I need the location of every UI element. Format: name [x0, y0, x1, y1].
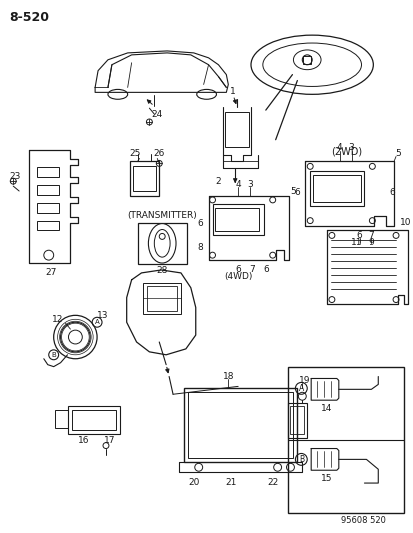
- Text: 11: 11: [350, 238, 361, 247]
- Text: 2: 2: [215, 176, 221, 185]
- Bar: [129, 161, 159, 196]
- Text: 24: 24: [151, 110, 162, 118]
- Text: 14: 14: [320, 403, 332, 413]
- Text: 8-520: 8-520: [9, 11, 49, 24]
- Text: A: A: [298, 384, 303, 393]
- Bar: [290, 406, 304, 434]
- Text: 5: 5: [290, 187, 296, 196]
- Bar: [55, 410, 68, 428]
- Bar: [37, 203, 59, 213]
- Text: 25: 25: [128, 149, 140, 158]
- Bar: [303, 56, 311, 64]
- Bar: [72, 410, 116, 430]
- Bar: [287, 403, 306, 438]
- Bar: [37, 167, 59, 177]
- Text: 22: 22: [266, 478, 278, 487]
- Text: 6: 6: [388, 189, 394, 198]
- Text: 17: 17: [104, 436, 115, 445]
- Text: A: A: [95, 319, 99, 325]
- Text: (4WD): (4WD): [223, 272, 252, 281]
- Text: B: B: [51, 352, 56, 358]
- Bar: [143, 283, 180, 314]
- Text: 26: 26: [153, 149, 164, 158]
- Text: 7: 7: [249, 265, 254, 274]
- Text: 4: 4: [235, 180, 240, 189]
- Text: 6: 6: [197, 219, 203, 228]
- Bar: [287, 367, 403, 513]
- Text: 16: 16: [77, 436, 89, 445]
- Text: 13: 13: [97, 311, 109, 320]
- Text: 28: 28: [156, 266, 168, 276]
- Text: 9: 9: [368, 238, 373, 247]
- Text: 5: 5: [394, 149, 400, 158]
- Text: 15: 15: [320, 474, 332, 482]
- Bar: [132, 166, 156, 191]
- Text: 6: 6: [262, 265, 268, 274]
- Text: 19: 19: [298, 376, 309, 385]
- Text: 6: 6: [294, 189, 299, 198]
- Text: 3: 3: [348, 143, 354, 152]
- Text: 7: 7: [368, 231, 373, 240]
- Text: 21: 21: [225, 478, 236, 487]
- Bar: [225, 112, 249, 147]
- Text: 4: 4: [336, 143, 342, 152]
- Bar: [68, 406, 119, 434]
- Text: 12: 12: [52, 315, 63, 324]
- Bar: [212, 204, 263, 236]
- Text: 3: 3: [247, 180, 252, 189]
- Bar: [37, 185, 59, 195]
- Text: 18: 18: [222, 372, 233, 381]
- Text: 23: 23: [9, 172, 21, 181]
- Text: 8: 8: [197, 243, 203, 252]
- Text: (TRANSMITTER): (TRANSMITTER): [127, 211, 197, 220]
- Text: 6: 6: [356, 231, 361, 240]
- Bar: [147, 286, 177, 311]
- Ellipse shape: [148, 223, 176, 263]
- Ellipse shape: [250, 35, 373, 94]
- Bar: [188, 392, 293, 458]
- Ellipse shape: [154, 230, 170, 257]
- Bar: [183, 389, 297, 462]
- Bar: [37, 221, 59, 230]
- Text: 20: 20: [188, 478, 199, 487]
- Bar: [215, 208, 258, 231]
- Ellipse shape: [196, 90, 216, 99]
- Bar: [309, 171, 363, 206]
- Text: 6: 6: [235, 265, 240, 274]
- Text: 95608 520: 95608 520: [340, 516, 385, 525]
- Bar: [312, 175, 360, 202]
- Text: 1: 1: [230, 87, 235, 96]
- Bar: [137, 223, 186, 264]
- Text: B: B: [298, 455, 303, 464]
- Text: (2WD): (2WD): [330, 147, 361, 157]
- Text: 27: 27: [45, 269, 56, 277]
- Text: 10: 10: [399, 218, 411, 227]
- Ellipse shape: [108, 90, 127, 99]
